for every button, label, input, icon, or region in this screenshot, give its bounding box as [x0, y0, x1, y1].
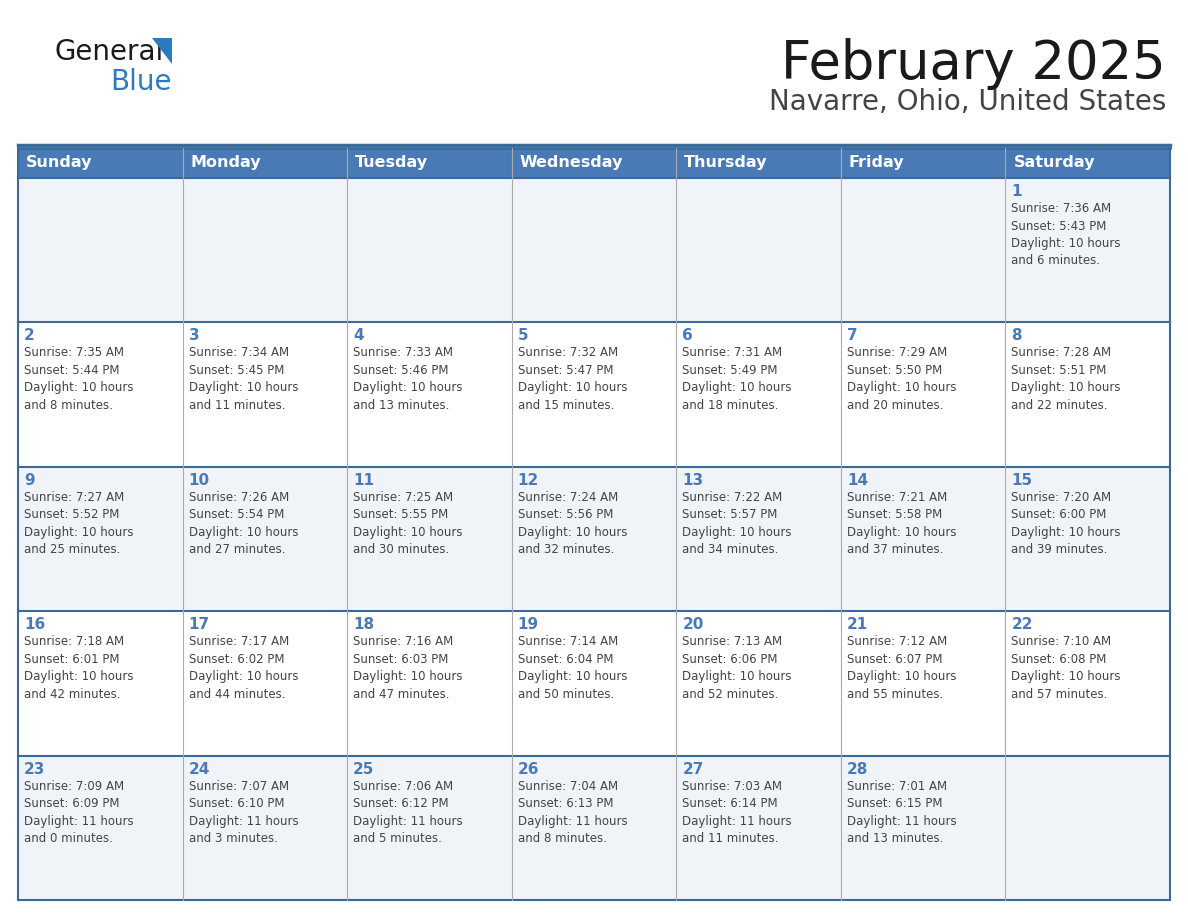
- Text: Sunrise: 7:31 AM
Sunset: 5:49 PM
Daylight: 10 hours
and 18 minutes.: Sunrise: 7:31 AM Sunset: 5:49 PM Dayligh…: [682, 346, 791, 412]
- Text: Sunrise: 7:13 AM
Sunset: 6:06 PM
Daylight: 10 hours
and 52 minutes.: Sunrise: 7:13 AM Sunset: 6:06 PM Dayligh…: [682, 635, 791, 700]
- Text: 14: 14: [847, 473, 868, 487]
- Text: 10: 10: [189, 473, 210, 487]
- Text: Sunrise: 7:16 AM
Sunset: 6:03 PM
Daylight: 10 hours
and 47 minutes.: Sunrise: 7:16 AM Sunset: 6:03 PM Dayligh…: [353, 635, 462, 700]
- Text: Sunrise: 7:01 AM
Sunset: 6:15 PM
Daylight: 11 hours
and 13 minutes.: Sunrise: 7:01 AM Sunset: 6:15 PM Dayligh…: [847, 779, 956, 845]
- Text: 20: 20: [682, 617, 703, 633]
- Text: 28: 28: [847, 762, 868, 777]
- Text: 15: 15: [1011, 473, 1032, 487]
- Text: Sunrise: 7:07 AM
Sunset: 6:10 PM
Daylight: 11 hours
and 3 minutes.: Sunrise: 7:07 AM Sunset: 6:10 PM Dayligh…: [189, 779, 298, 845]
- Text: Sunrise: 7:33 AM
Sunset: 5:46 PM
Daylight: 10 hours
and 13 minutes.: Sunrise: 7:33 AM Sunset: 5:46 PM Dayligh…: [353, 346, 462, 412]
- Text: 5: 5: [518, 329, 529, 343]
- Text: Tuesday: Tuesday: [355, 155, 428, 171]
- Text: Sunrise: 7:34 AM
Sunset: 5:45 PM
Daylight: 10 hours
and 11 minutes.: Sunrise: 7:34 AM Sunset: 5:45 PM Dayligh…: [189, 346, 298, 412]
- Text: 8: 8: [1011, 329, 1022, 343]
- Text: Sunrise: 7:26 AM
Sunset: 5:54 PM
Daylight: 10 hours
and 27 minutes.: Sunrise: 7:26 AM Sunset: 5:54 PM Dayligh…: [189, 491, 298, 556]
- Text: Sunrise: 7:03 AM
Sunset: 6:14 PM
Daylight: 11 hours
and 11 minutes.: Sunrise: 7:03 AM Sunset: 6:14 PM Dayligh…: [682, 779, 792, 845]
- Text: Sunrise: 7:17 AM
Sunset: 6:02 PM
Daylight: 10 hours
and 44 minutes.: Sunrise: 7:17 AM Sunset: 6:02 PM Dayligh…: [189, 635, 298, 700]
- Text: 4: 4: [353, 329, 364, 343]
- Text: Sunrise: 7:20 AM
Sunset: 6:00 PM
Daylight: 10 hours
and 39 minutes.: Sunrise: 7:20 AM Sunset: 6:00 PM Dayligh…: [1011, 491, 1121, 556]
- Text: Sunrise: 7:12 AM
Sunset: 6:07 PM
Daylight: 10 hours
and 55 minutes.: Sunrise: 7:12 AM Sunset: 6:07 PM Dayligh…: [847, 635, 956, 700]
- Text: Sunrise: 7:10 AM
Sunset: 6:08 PM
Daylight: 10 hours
and 57 minutes.: Sunrise: 7:10 AM Sunset: 6:08 PM Dayligh…: [1011, 635, 1121, 700]
- Text: 9: 9: [24, 473, 34, 487]
- Text: 25: 25: [353, 762, 374, 777]
- Text: Sunrise: 7:21 AM
Sunset: 5:58 PM
Daylight: 10 hours
and 37 minutes.: Sunrise: 7:21 AM Sunset: 5:58 PM Dayligh…: [847, 491, 956, 556]
- Text: General: General: [55, 38, 164, 66]
- Text: Sunrise: 7:35 AM
Sunset: 5:44 PM
Daylight: 10 hours
and 8 minutes.: Sunrise: 7:35 AM Sunset: 5:44 PM Dayligh…: [24, 346, 133, 412]
- Text: 22: 22: [1011, 617, 1032, 633]
- Text: Sunrise: 7:36 AM
Sunset: 5:43 PM
Daylight: 10 hours
and 6 minutes.: Sunrise: 7:36 AM Sunset: 5:43 PM Dayligh…: [1011, 202, 1121, 267]
- Bar: [18, 756, 1170, 900]
- Text: Sunrise: 7:27 AM
Sunset: 5:52 PM
Daylight: 10 hours
and 25 minutes.: Sunrise: 7:27 AM Sunset: 5:52 PM Dayligh…: [24, 491, 133, 556]
- Text: 11: 11: [353, 473, 374, 487]
- Text: February 2025: February 2025: [782, 38, 1165, 90]
- Text: 7: 7: [847, 329, 858, 343]
- Text: Saturday: Saturday: [1013, 155, 1095, 171]
- Text: Sunrise: 7:32 AM
Sunset: 5:47 PM
Daylight: 10 hours
and 15 minutes.: Sunrise: 7:32 AM Sunset: 5:47 PM Dayligh…: [518, 346, 627, 412]
- Text: Sunrise: 7:18 AM
Sunset: 6:01 PM
Daylight: 10 hours
and 42 minutes.: Sunrise: 7:18 AM Sunset: 6:01 PM Dayligh…: [24, 635, 133, 700]
- Text: Blue: Blue: [110, 68, 171, 96]
- Text: Friday: Friday: [849, 155, 904, 171]
- Text: Sunrise: 7:29 AM
Sunset: 5:50 PM
Daylight: 10 hours
and 20 minutes.: Sunrise: 7:29 AM Sunset: 5:50 PM Dayligh…: [847, 346, 956, 412]
- Polygon shape: [152, 38, 172, 64]
- Text: 24: 24: [189, 762, 210, 777]
- Text: 17: 17: [189, 617, 210, 633]
- Text: Sunrise: 7:28 AM
Sunset: 5:51 PM
Daylight: 10 hours
and 22 minutes.: Sunrise: 7:28 AM Sunset: 5:51 PM Dayligh…: [1011, 346, 1121, 412]
- Text: 19: 19: [518, 617, 539, 633]
- Text: 21: 21: [847, 617, 868, 633]
- Text: 18: 18: [353, 617, 374, 633]
- Text: 2: 2: [24, 329, 34, 343]
- Text: Wednesday: Wednesday: [519, 155, 623, 171]
- Text: 13: 13: [682, 473, 703, 487]
- Text: Sunrise: 7:04 AM
Sunset: 6:13 PM
Daylight: 11 hours
and 8 minutes.: Sunrise: 7:04 AM Sunset: 6:13 PM Dayligh…: [518, 779, 627, 845]
- Text: 1: 1: [1011, 184, 1022, 199]
- Text: Sunrise: 7:25 AM
Sunset: 5:55 PM
Daylight: 10 hours
and 30 minutes.: Sunrise: 7:25 AM Sunset: 5:55 PM Dayligh…: [353, 491, 462, 556]
- Text: Sunrise: 7:09 AM
Sunset: 6:09 PM
Daylight: 11 hours
and 0 minutes.: Sunrise: 7:09 AM Sunset: 6:09 PM Dayligh…: [24, 779, 133, 845]
- Text: 6: 6: [682, 329, 693, 343]
- Text: 27: 27: [682, 762, 703, 777]
- Text: Sunrise: 7:22 AM
Sunset: 5:57 PM
Daylight: 10 hours
and 34 minutes.: Sunrise: 7:22 AM Sunset: 5:57 PM Dayligh…: [682, 491, 791, 556]
- Text: 26: 26: [518, 762, 539, 777]
- Text: 12: 12: [518, 473, 539, 487]
- Bar: [18, 611, 1170, 756]
- Text: Sunrise: 7:14 AM
Sunset: 6:04 PM
Daylight: 10 hours
and 50 minutes.: Sunrise: 7:14 AM Sunset: 6:04 PM Dayligh…: [518, 635, 627, 700]
- Text: 16: 16: [24, 617, 45, 633]
- Bar: [18, 322, 1170, 466]
- Text: 3: 3: [189, 329, 200, 343]
- Bar: [18, 148, 1170, 178]
- Text: Sunrise: 7:06 AM
Sunset: 6:12 PM
Daylight: 11 hours
and 5 minutes.: Sunrise: 7:06 AM Sunset: 6:12 PM Dayligh…: [353, 779, 463, 845]
- Text: Thursday: Thursday: [684, 155, 767, 171]
- Bar: [18, 178, 1170, 322]
- Text: Sunday: Sunday: [26, 155, 93, 171]
- Text: Monday: Monday: [190, 155, 261, 171]
- Text: Navarre, Ohio, United States: Navarre, Ohio, United States: [769, 88, 1165, 116]
- Text: 23: 23: [24, 762, 45, 777]
- Text: Sunrise: 7:24 AM
Sunset: 5:56 PM
Daylight: 10 hours
and 32 minutes.: Sunrise: 7:24 AM Sunset: 5:56 PM Dayligh…: [518, 491, 627, 556]
- Bar: [18, 466, 1170, 611]
